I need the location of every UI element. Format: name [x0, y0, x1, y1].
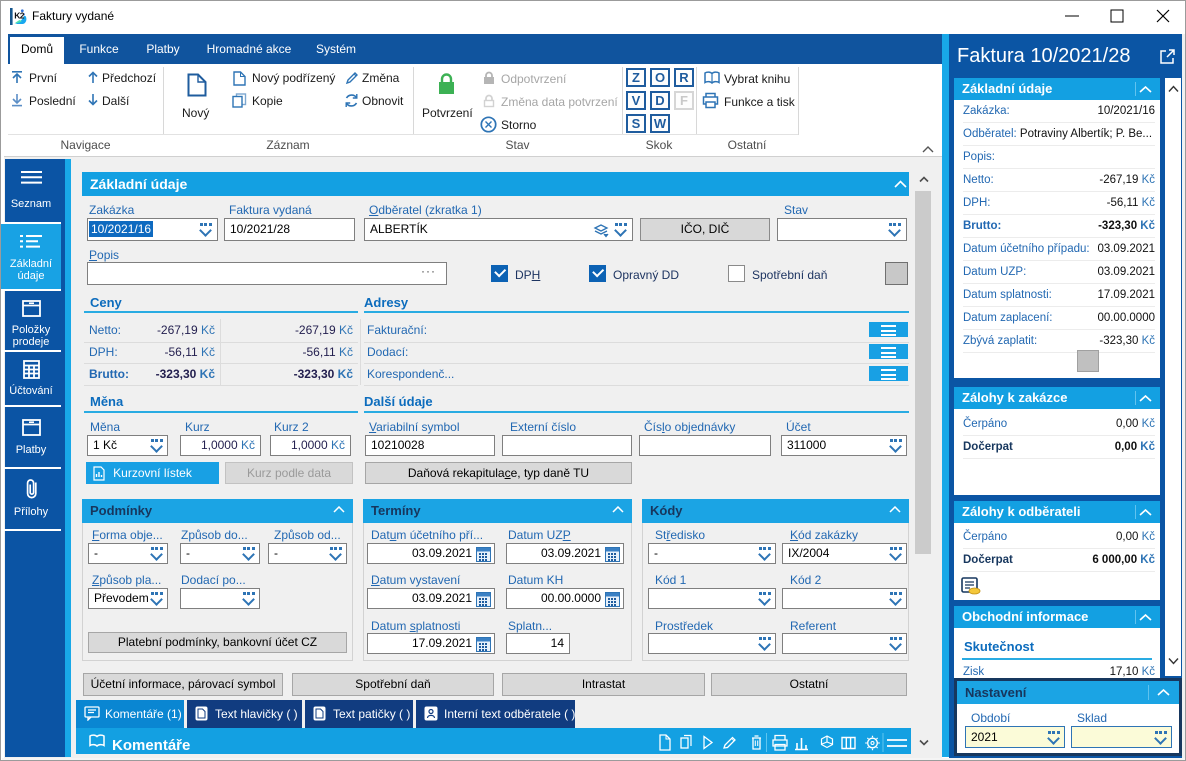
svg-text:K2: K2 [14, 11, 24, 21]
